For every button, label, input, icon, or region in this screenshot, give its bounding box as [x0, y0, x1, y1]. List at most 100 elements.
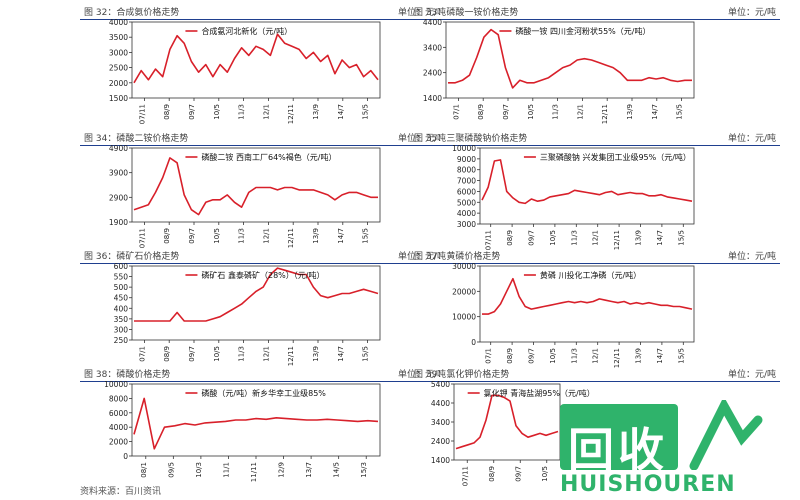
x-tick-label: 12/11 — [613, 230, 621, 250]
y-tick-label: 4000 — [109, 18, 128, 27]
x-tick-label: 10/5 — [527, 104, 535, 120]
x-tick-label: 08/9 — [506, 348, 514, 364]
x-tick-label: 08/1 — [140, 462, 148, 478]
y-tick-label: 5000 — [457, 198, 476, 207]
x-tick-label: 14/7 — [651, 104, 659, 120]
figure-header: 图 39：氯化钾价格走势 单位：元/吨 — [410, 366, 780, 380]
plot-frame — [479, 147, 695, 225]
x-tick-label: 10/5 — [549, 348, 557, 364]
y-tick-label: 10000 — [104, 380, 128, 389]
x-tick-label: 12/11 — [287, 104, 295, 124]
figure-caption: 图 38：磷酸价格走势 — [84, 370, 171, 380]
figure-unit: 单位：元/吨 — [727, 370, 776, 380]
x-tick-label: 14/7 — [656, 230, 664, 246]
x-tick-label: 10/3 — [195, 462, 203, 478]
x-tick-label: 12/1 — [262, 228, 270, 244]
header-rule — [80, 381, 450, 382]
chart-figure: 图 35：三聚磷酸钠价格走势 单位：元/吨 3000 4000 5000 6000 7000… — [410, 130, 780, 250]
chart-figure: 图 39：氯化钾价格走势 单位：元/吨 1400 2400 3400 4400 5400 07… — [410, 366, 780, 486]
y-tick-label: 550 — [114, 273, 129, 282]
header-rule — [410, 19, 780, 20]
x-tick-label: 15/5 — [362, 228, 370, 244]
figure-unit: 单位：元/吨 — [727, 252, 776, 262]
x-tick-label: 07/11 — [485, 230, 493, 250]
y-tick-label: 4400 — [431, 399, 450, 408]
y-tick-label: 3400 — [423, 43, 442, 52]
x-tick-label: 11/11 — [250, 462, 258, 482]
y-tick-label: 3500 — [109, 33, 128, 42]
series-line — [133, 397, 379, 450]
x-tick-label: 14/7 — [337, 346, 345, 362]
y-tick-label: 6000 — [457, 187, 476, 196]
header-rule — [410, 263, 780, 264]
x-tick-label: 07/11 — [138, 228, 146, 248]
figure-caption: 图 36：磷矿石价格走势 — [84, 252, 180, 262]
y-tick-label: 3000 — [109, 48, 128, 57]
chart-figure: 图 33：磷酸一铵价格走势 单位：元/吨 1400 2400 3400 4400 07/1 0… — [410, 4, 780, 124]
y-tick-label: 2400 — [431, 437, 450, 446]
x-tick-label: 12/11 — [601, 104, 609, 124]
x-tick-label: 07/1 — [138, 346, 146, 362]
header-rule — [80, 19, 450, 20]
x-tick-label: 08/9 — [163, 228, 171, 244]
x-tick-label: 09/7 — [188, 104, 196, 120]
chart-figure: 图 32：合成氨价格走势 单位：元/吨 1500 2000 2500 3000 3500 40… — [80, 4, 450, 124]
figure-unit: 单位：元/吨 — [397, 134, 446, 144]
figure-unit: 单位：元/吨 — [397, 370, 446, 380]
series-line — [455, 394, 559, 450]
x-tick-label: 08/9 — [163, 346, 171, 362]
x-tick-label: 14/5 — [333, 462, 341, 478]
figure-header: 图 33：磷酸一铵价格走势 单位：元/吨 — [410, 4, 780, 18]
y-tick-label: 250 — [114, 336, 129, 345]
y-tick-label: 500 — [114, 283, 129, 292]
x-tick-label: 08/9 — [506, 230, 514, 246]
y-tick-label: 1500 — [109, 94, 128, 103]
x-tick-label: 09/7 — [514, 466, 522, 482]
x-tick-label: 13/9 — [626, 104, 634, 120]
x-tick-label: 14/7 — [337, 104, 345, 120]
x-tick-label: 12/1 — [592, 230, 600, 246]
y-tick-label: 6000 — [109, 409, 128, 418]
y-tick-label: 7000 — [457, 177, 476, 186]
y-tick-label: 3000 — [457, 220, 476, 229]
y-tick-label: 1900 — [109, 218, 128, 227]
chart-figure: 图 34：磷酸二铵价格走势 单位：元/吨 1900 2900 3900 4900 07/11… — [80, 130, 450, 250]
x-tick-label: 12/1 — [592, 348, 600, 364]
figure-caption: 图 39：氯化钾价格走势 — [414, 370, 510, 380]
chart-title: 氯化钾 青海盐湖95%（元/吨） — [484, 388, 595, 398]
x-tick-label: 11/1 — [222, 462, 230, 478]
chart-title: 磷酸一铵 四川金河粉状55%（元/吨） — [515, 26, 650, 36]
y-tick-label: 2500 — [109, 64, 128, 73]
line-chart: 1400 2400 3400 4400 07/1 08/9 09/7 10/5 11/3 12/1… — [423, 18, 695, 124]
x-tick-label: 09/7 — [188, 228, 196, 244]
x-tick-label: 14/7 — [656, 348, 664, 364]
y-tick-label: 350 — [114, 315, 129, 324]
y-tick-label: 20000 — [452, 287, 476, 296]
y-tick-label: 2900 — [109, 193, 128, 202]
figure-caption: 图 37：黄磷价格走势 — [414, 252, 501, 262]
y-tick-label: 300 — [114, 325, 129, 334]
x-tick-label: 12/11 — [613, 348, 621, 368]
plot-frame — [131, 265, 381, 341]
x-tick-label: 11/3 — [570, 348, 578, 364]
y-tick-label: 0 — [123, 452, 128, 461]
y-tick-label: 600 — [114, 262, 129, 271]
y-tick-label: 2000 — [109, 79, 128, 88]
y-tick-label: 5400 — [431, 380, 450, 389]
line-chart: 0 10000 20000 30000 07/1 08/9 09/7 10/5 11/3 12/1… — [452, 262, 695, 368]
x-tick-label: 15/5 — [676, 104, 684, 120]
figure-unit: 单位：元/吨 — [727, 8, 776, 18]
header-rule — [410, 381, 780, 382]
figure-caption: 图 34：磷酸二铵价格走势 — [84, 134, 189, 144]
line-chart: 1400 2400 3400 4400 5400 07/11 08/9 09/7 10/5 氯化钾… — [431, 380, 595, 486]
header-rule — [80, 145, 450, 146]
plot-frame — [131, 21, 381, 99]
figure-header: 图 32：合成氨价格走势 单位：元/吨 — [80, 4, 450, 18]
x-tick-label: 13/9 — [312, 228, 320, 244]
y-tick-label: 30000 — [452, 262, 476, 271]
figure-caption: 图 33：磷酸一铵价格走势 — [414, 8, 519, 18]
series-line — [448, 28, 692, 89]
chart-title: 三聚磷酸钠 兴发集团工业级95%（元/吨） — [540, 152, 691, 162]
y-tick-label: 4000 — [109, 423, 128, 432]
